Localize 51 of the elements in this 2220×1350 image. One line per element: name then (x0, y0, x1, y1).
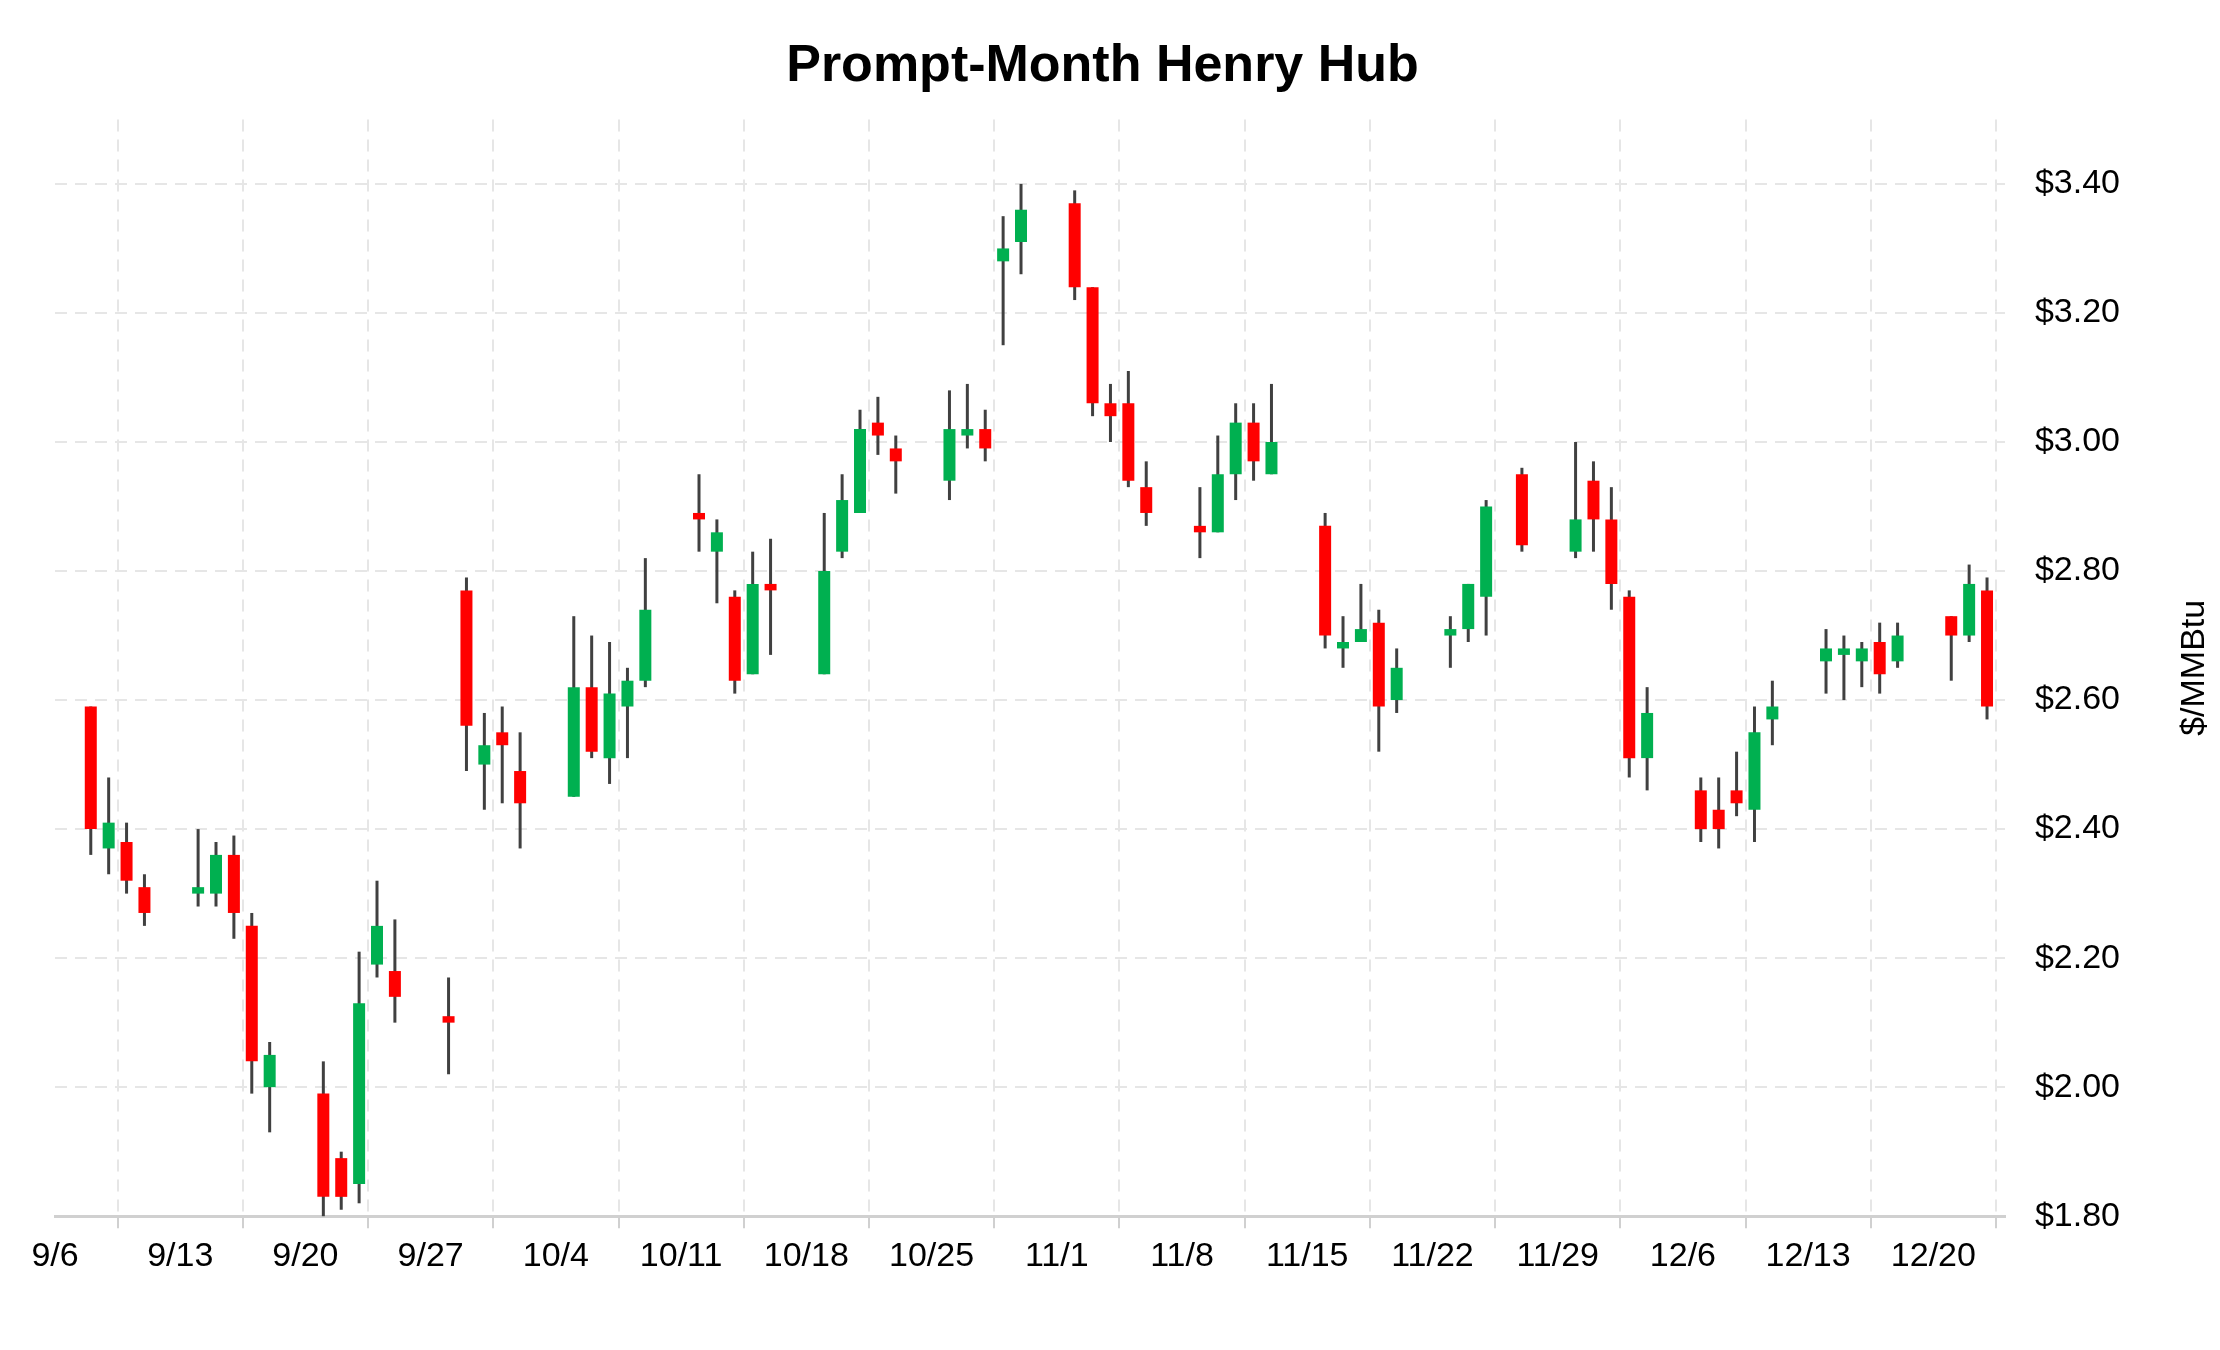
candlestick (1444, 616, 1457, 668)
candlestick (496, 706, 509, 804)
y-tick-label: $2.40 (2034, 807, 2121, 846)
x-tick-label: 12/13 (1765, 1234, 1851, 1273)
x-tick-label: 10/4 (522, 1234, 589, 1273)
x-tick-label: 9/6 (31, 1234, 79, 1273)
candlestick (192, 829, 205, 907)
candlestick (1730, 751, 1743, 818)
candlestick (710, 519, 723, 604)
candlestick (1193, 487, 1206, 560)
x-tick-label: 12/20 (1890, 1234, 1976, 1273)
candlestick (1837, 635, 1850, 702)
y-tick-label: $2.20 (2034, 936, 2121, 975)
y-tick-label: $3.00 (2034, 420, 2121, 459)
y-tick-label: $3.40 (2034, 162, 2121, 201)
candlestick (871, 395, 884, 455)
candlestick (1337, 616, 1350, 668)
x-tick-label: 12/6 (1649, 1234, 1717, 1273)
y-tick-label: $2.60 (2034, 678, 2121, 717)
x-tick-label: 9/20 (272, 1234, 339, 1273)
chart-title: Prompt-Month Henry Hub (786, 33, 1419, 92)
x-tick-label: 10/18 (763, 1234, 849, 1273)
x-tick-label: 11/1 (1024, 1234, 1089, 1273)
x-tick-label: 11/22 (1391, 1234, 1474, 1273)
y-tick-label: $1.80 (2034, 1194, 2121, 1233)
candlestick (961, 382, 974, 449)
candlestick (693, 474, 706, 552)
candlestick (979, 409, 992, 462)
candlestick (1766, 680, 1779, 747)
candlestick (442, 977, 455, 1075)
x-tick-label: 9/27 (397, 1234, 464, 1273)
x-tick-label: 11/15 (1265, 1234, 1349, 1273)
x-tick-label: 10/11 (639, 1234, 723, 1273)
x-tick-label: 10/25 (889, 1234, 975, 1273)
candlestick (1104, 382, 1117, 442)
candlestick (764, 537, 777, 655)
y-tick-label: $3.20 (2034, 291, 2121, 330)
candlestick (1354, 582, 1367, 642)
x-tick-label: 11/29 (1516, 1234, 1599, 1273)
candlestick (1820, 629, 1833, 694)
candlestick (1855, 641, 1868, 689)
candlestick (1945, 616, 1958, 681)
candlestick (1712, 777, 1725, 849)
y-axis-title: $/MMBtu (2173, 599, 2212, 736)
x-tick-label: 11/8 (1150, 1234, 1214, 1273)
x-tick-label: 9/13 (147, 1234, 214, 1273)
candlestick (889, 435, 902, 494)
candlestick (478, 711, 491, 810)
candlestick (997, 216, 1010, 347)
y-tick-label: $2.80 (2034, 549, 2121, 588)
y-tick-label: $2.00 (2034, 1065, 2121, 1104)
